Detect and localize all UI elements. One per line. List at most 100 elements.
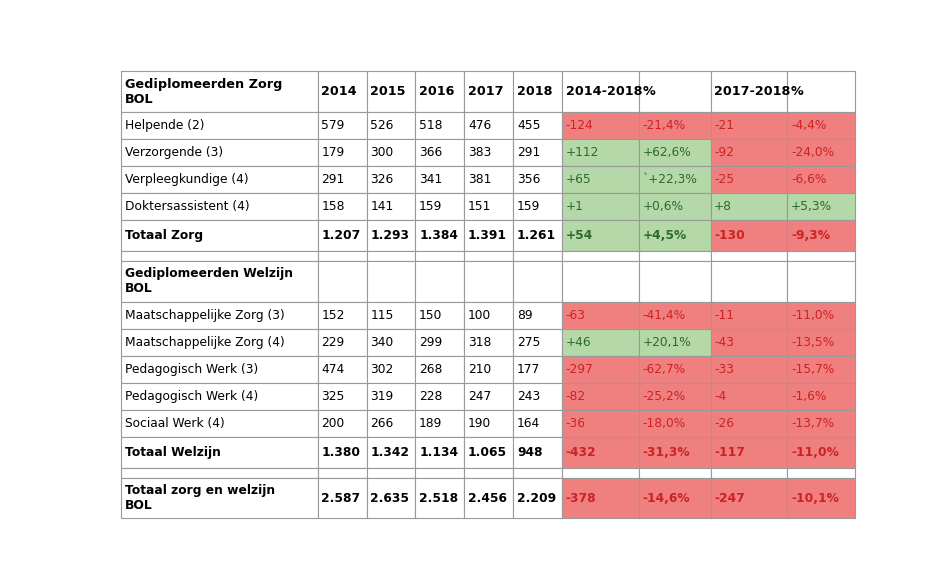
Bar <box>367 193 415 220</box>
Text: Maatschappelijke Zorg (3): Maatschappelijke Zorg (3) <box>125 309 285 322</box>
Bar <box>121 193 318 220</box>
Text: -130: -130 <box>714 229 745 242</box>
Bar <box>562 468 639 478</box>
Bar <box>562 329 639 356</box>
Text: 455: 455 <box>517 119 541 132</box>
Text: Totaal Zorg: Totaal Zorg <box>125 229 203 242</box>
Bar <box>787 261 855 302</box>
Text: -25,2%: -25,2% <box>643 390 685 402</box>
Bar <box>415 261 465 302</box>
Text: 2014-2018: 2014-2018 <box>565 85 643 98</box>
Text: +8: +8 <box>714 200 732 213</box>
Bar <box>710 261 787 302</box>
Bar <box>121 251 318 261</box>
Bar <box>318 251 367 261</box>
Bar <box>367 383 415 409</box>
Bar <box>562 193 639 220</box>
Bar <box>787 139 855 166</box>
Text: 366: 366 <box>419 146 443 159</box>
Bar <box>513 302 562 329</box>
Bar <box>415 356 465 383</box>
Bar <box>562 251 639 261</box>
Bar <box>121 437 318 468</box>
Bar <box>318 302 367 329</box>
Text: 228: 228 <box>419 390 443 402</box>
Bar <box>562 261 639 302</box>
Bar <box>787 251 855 261</box>
Text: 2017: 2017 <box>468 85 504 98</box>
Text: 526: 526 <box>370 119 393 132</box>
Text: 89: 89 <box>517 309 532 322</box>
Text: Maatschappelijke Zorg (4): Maatschappelijke Zorg (4) <box>125 336 285 349</box>
Text: 1.065: 1.065 <box>468 446 507 458</box>
Bar <box>639 139 710 166</box>
Bar <box>513 356 562 383</box>
Text: Sociaal Werk (4): Sociaal Werk (4) <box>125 416 225 430</box>
Bar <box>639 166 710 193</box>
Text: +65: +65 <box>565 173 591 186</box>
Bar <box>318 139 367 166</box>
Bar <box>465 302 513 329</box>
Bar <box>465 356 513 383</box>
Text: 1.391: 1.391 <box>468 229 507 242</box>
Bar <box>639 251 710 261</box>
Text: Verpleegkundige (4): Verpleegkundige (4) <box>125 173 248 186</box>
Bar <box>367 437 415 468</box>
Bar <box>639 193 710 220</box>
Bar <box>415 409 465 437</box>
Bar <box>318 329 367 356</box>
Text: 275: 275 <box>517 336 541 349</box>
Text: -63: -63 <box>565 309 585 322</box>
Bar <box>562 166 639 193</box>
Bar <box>710 166 787 193</box>
Bar <box>710 383 787 409</box>
Text: +54: +54 <box>565 229 593 242</box>
Bar <box>465 112 513 139</box>
Bar <box>787 220 855 251</box>
Bar <box>787 468 855 478</box>
Bar <box>710 356 787 383</box>
Text: -41,4%: -41,4% <box>643 309 685 322</box>
Text: 268: 268 <box>419 363 443 376</box>
Bar <box>415 71 465 112</box>
Text: 300: 300 <box>370 146 393 159</box>
Bar <box>710 468 787 478</box>
Text: 2014: 2014 <box>322 85 357 98</box>
Bar <box>367 409 415 437</box>
Bar <box>513 478 562 519</box>
Text: -247: -247 <box>714 492 745 505</box>
Text: 159: 159 <box>517 200 541 213</box>
Text: -13,7%: -13,7% <box>791 416 834 430</box>
Bar <box>415 468 465 478</box>
Bar <box>710 139 787 166</box>
Bar <box>318 409 367 437</box>
Bar <box>710 478 787 519</box>
Text: 476: 476 <box>468 119 491 132</box>
Text: 247: 247 <box>468 390 491 402</box>
Bar <box>513 71 562 112</box>
Bar <box>562 383 639 409</box>
Text: 2.456: 2.456 <box>468 492 507 505</box>
Text: +0,6%: +0,6% <box>643 200 684 213</box>
Text: 1.380: 1.380 <box>322 446 361 458</box>
Text: 1.134: 1.134 <box>419 446 458 458</box>
Bar <box>639 329 710 356</box>
Text: 1.293: 1.293 <box>370 229 409 242</box>
Bar <box>710 251 787 261</box>
Bar <box>710 329 787 356</box>
Text: -6,6%: -6,6% <box>791 173 826 186</box>
Text: -14,6%: -14,6% <box>643 492 690 505</box>
Text: %: % <box>791 85 803 98</box>
Bar <box>639 261 710 302</box>
Text: 948: 948 <box>517 446 543 458</box>
Bar <box>513 383 562 409</box>
Bar <box>787 437 855 468</box>
Text: 100: 100 <box>468 309 491 322</box>
Bar <box>318 478 367 519</box>
Text: 326: 326 <box>370 173 393 186</box>
Text: -124: -124 <box>565 119 593 132</box>
Text: -36: -36 <box>565 416 585 430</box>
Bar <box>367 71 415 112</box>
Text: 177: 177 <box>517 363 540 376</box>
Bar <box>787 166 855 193</box>
